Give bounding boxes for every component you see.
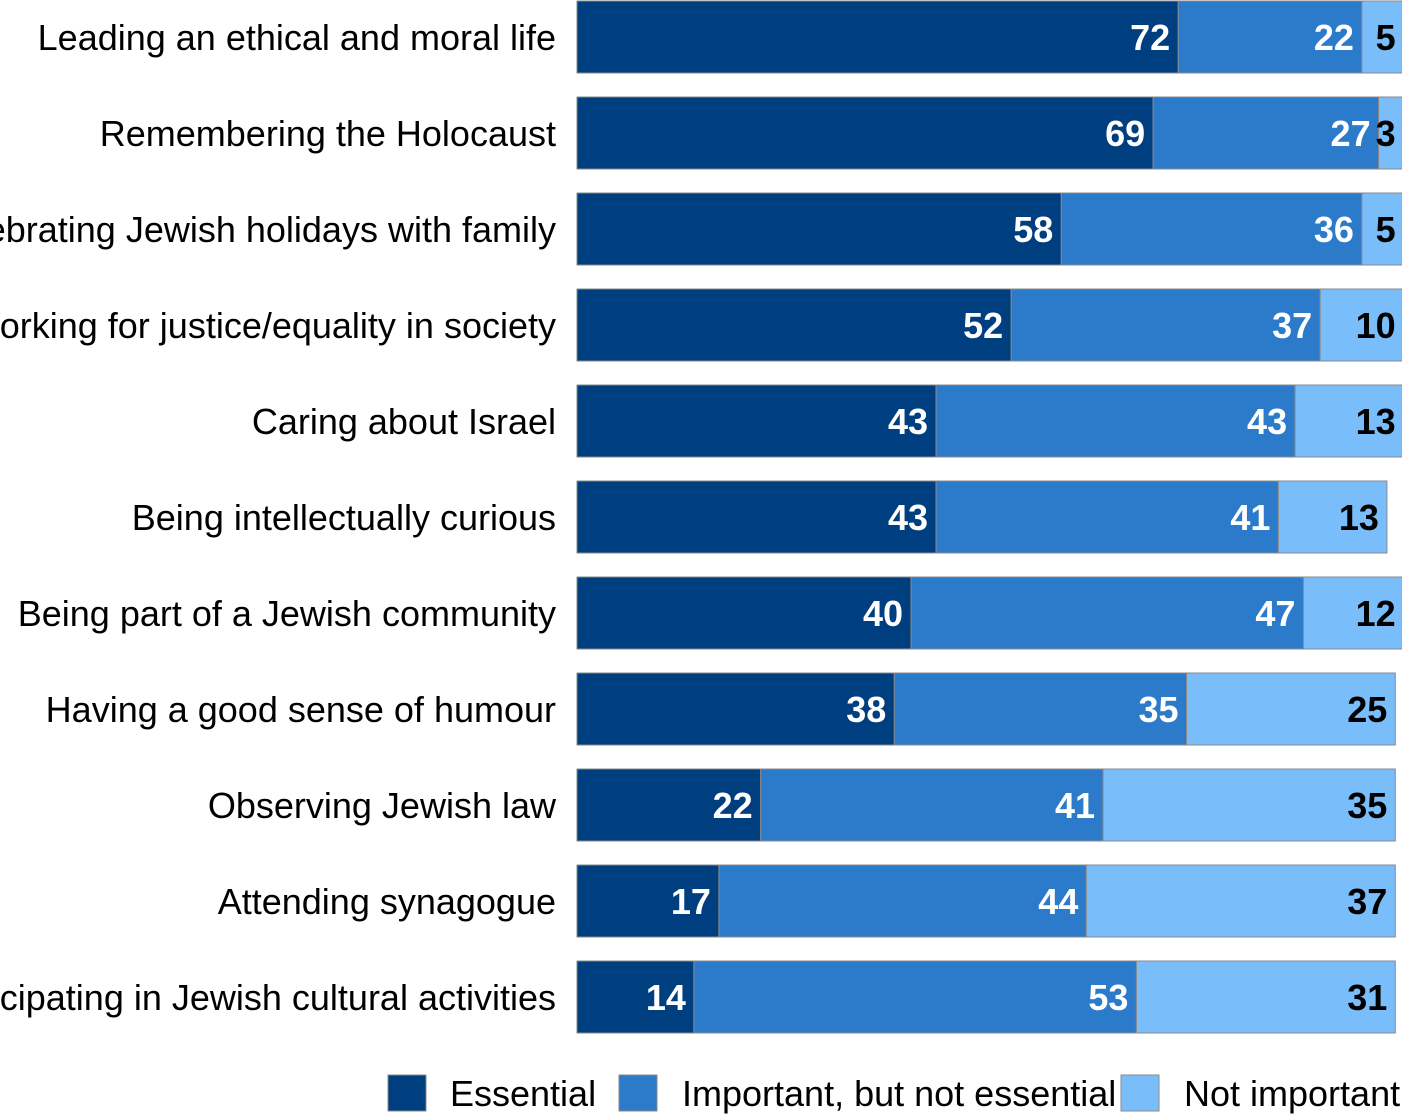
value-label-important-but-not-essential-participating-in-jewish-cultural-activities: 53 bbox=[1088, 977, 1128, 1018]
bar-not-important-caring-about-israel bbox=[1294, 384, 1402, 458]
value-label-important-but-not-essential-caring-about-israel: 43 bbox=[1247, 401, 1287, 442]
bar-essential-being-part-of-a-jewish-community bbox=[576, 576, 912, 650]
bar-essential-being-intellectually-curious bbox=[576, 480, 937, 554]
legend: Essential Important, but not essential Not… bbox=[387, 1073, 1400, 1114]
bar-not-important-participating-in-jewish-cultural-activities bbox=[1135, 960, 1396, 1034]
bar-not-important-celebrating-jewish-holidays-with-family bbox=[1361, 192, 1402, 266]
bar-essential-caring-about-israel bbox=[576, 384, 937, 458]
bar-essential-attending-synagogue bbox=[576, 864, 720, 938]
value-label-essential-working-for-justice-equality-in-society: 52 bbox=[963, 305, 1003, 346]
value-label-essential-being-part-of-a-jewish-community: 40 bbox=[863, 593, 903, 634]
value-label-important-but-not-essential-celebrating-jewish-holidays-with-family: 36 bbox=[1314, 209, 1354, 250]
bar-not-important-being-intellectually-curious bbox=[1277, 480, 1388, 554]
legend-label-important-but-not-essential: Important, but not essential bbox=[682, 1073, 1116, 1114]
value-label-important-but-not-essential-leading-an-ethical-and-moral-life: 22 bbox=[1314, 17, 1354, 58]
value-label-not-important-caring-about-israel: 13 bbox=[1356, 401, 1396, 442]
legend-swatch-essential bbox=[387, 1074, 427, 1112]
value-label-not-important-observing-jewish-law: 35 bbox=[1347, 785, 1387, 826]
value-label-essential-being-intellectually-curious: 43 bbox=[888, 497, 928, 538]
value-label-essential-celebrating-jewish-holidays-with-family: 58 bbox=[1013, 209, 1053, 250]
bar-not-important-having-a-good-sense-of-humour bbox=[1186, 672, 1396, 746]
value-label-not-important-being-intellectually-curious: 13 bbox=[1339, 497, 1379, 538]
value-label-not-important-attending-synagogue: 37 bbox=[1347, 881, 1387, 922]
bar-not-important-observing-jewish-law bbox=[1102, 768, 1396, 842]
bar-essential-observing-jewish-law bbox=[576, 768, 762, 842]
bar-not-important-attending-synagogue bbox=[1085, 864, 1396, 938]
value-label-important-but-not-essential-having-a-good-sense-of-humour: 35 bbox=[1139, 689, 1179, 730]
category-label-working-for-justice-equality-in-society: Working for justice/equality in society bbox=[0, 305, 556, 346]
bars bbox=[576, 0, 1402, 1034]
bar-important-but-not-essential-caring-about-israel bbox=[935, 384, 1296, 458]
bar-important-but-not-essential-participating-in-jewish-cultural-activities bbox=[693, 960, 1137, 1034]
bar-important-but-not-essential-having-a-good-sense-of-humour bbox=[893, 672, 1188, 746]
legend-label-not-important: Not important bbox=[1184, 1073, 1400, 1114]
bar-not-important-leading-an-ethical-and-moral-life bbox=[1361, 0, 1402, 74]
value-label-not-important-working-for-justice-equality-in-society: 10 bbox=[1356, 305, 1396, 346]
category-label-being-part-of-a-jewish-community: Being part of a Jewish community bbox=[18, 593, 556, 634]
value-label-important-but-not-essential-working-for-justice-equality-in-society: 37 bbox=[1272, 305, 1312, 346]
category-label-attending-synagogue: Attending synagogue bbox=[218, 881, 556, 922]
category-label-caring-about-israel: Caring about Israel bbox=[252, 401, 556, 442]
value-label-not-important-leading-an-ethical-and-moral-life: 5 bbox=[1376, 17, 1396, 58]
value-label-not-important-being-part-of-a-jewish-community: 12 bbox=[1356, 593, 1396, 634]
value-label-essential-participating-in-jewish-cultural-activities: 14 bbox=[646, 977, 686, 1018]
value-label-important-but-not-essential-attending-synagogue: 44 bbox=[1038, 881, 1078, 922]
category-label-having-a-good-sense-of-humour: Having a good sense of humour bbox=[46, 689, 556, 730]
legend-swatch-not-important bbox=[1120, 1074, 1160, 1112]
bar-essential-leading-an-ethical-and-moral-life bbox=[576, 0, 1179, 74]
value-label-essential-caring-about-israel: 43 bbox=[888, 401, 928, 442]
value-label-essential-remembering-the-holocaust: 69 bbox=[1105, 113, 1145, 154]
value-label-important-but-not-essential-remembering-the-holocaust: 27 bbox=[1331, 113, 1371, 154]
bar-important-but-not-essential-leading-an-ethical-and-moral-life bbox=[1177, 0, 1363, 74]
bar-important-but-not-essential-celebrating-jewish-holidays-with-family bbox=[1060, 192, 1363, 266]
value-label-essential-leading-an-ethical-and-moral-life: 72 bbox=[1130, 17, 1170, 58]
bar-important-but-not-essential-remembering-the-holocaust bbox=[1152, 96, 1380, 170]
value-label-not-important-celebrating-jewish-holidays-with-family: 5 bbox=[1376, 209, 1396, 250]
category-label-remembering-the-holocaust: Remembering the Holocaust bbox=[100, 113, 556, 154]
legend-label-essential: Essential bbox=[450, 1073, 596, 1114]
bar-important-but-not-essential-being-part-of-a-jewish-community bbox=[910, 576, 1304, 650]
category-label-leading-an-ethical-and-moral-life: Leading an ethical and moral life bbox=[38, 17, 556, 58]
category-label-participating-in-jewish-cultural-activities: Participating in Jewish cultural activit… bbox=[0, 977, 556, 1018]
value-label-essential-having-a-good-sense-of-humour: 38 bbox=[846, 689, 886, 730]
bar-important-but-not-essential-observing-jewish-law bbox=[760, 768, 1104, 842]
value-label-essential-observing-jewish-law: 22 bbox=[713, 785, 753, 826]
bar-essential-participating-in-jewish-cultural-activities bbox=[576, 960, 695, 1034]
bar-essential-remembering-the-holocaust bbox=[576, 96, 1154, 170]
bar-essential-working-for-justice-equality-in-society bbox=[576, 288, 1012, 362]
value-label-not-important-having-a-good-sense-of-humour: 25 bbox=[1347, 689, 1387, 730]
bar-essential-having-a-good-sense-of-humour bbox=[576, 672, 895, 746]
bar-essential-celebrating-jewish-holidays-with-family bbox=[576, 192, 1062, 266]
bar-not-important-being-part-of-a-jewish-community bbox=[1302, 576, 1402, 650]
value-label-essential-attending-synagogue: 17 bbox=[671, 881, 711, 922]
value-label-important-but-not-essential-observing-jewish-law: 41 bbox=[1055, 785, 1095, 826]
category-labels: Leading an ethical and moral life Remembe… bbox=[0, 17, 557, 1018]
category-label-observing-jewish-law: Observing Jewish law bbox=[208, 785, 557, 826]
bar-important-but-not-essential-working-for-justice-equality-in-society bbox=[1010, 288, 1321, 362]
legend-swatch-important-but-not-essential bbox=[618, 1074, 658, 1112]
category-label-being-intellectually-curious: Being intellectually curious bbox=[132, 497, 556, 538]
value-label-important-but-not-essential-being-intellectually-curious: 41 bbox=[1230, 497, 1270, 538]
category-label-celebrating-jewish-holidays-with-family: Celebrating Jewish holidays with family bbox=[0, 209, 556, 250]
value-label-not-important-remembering-the-holocaust: 3 bbox=[1376, 113, 1396, 154]
value-label-not-important-participating-in-jewish-cultural-activities: 31 bbox=[1347, 977, 1387, 1018]
bar-important-but-not-essential-being-intellectually-curious bbox=[935, 480, 1279, 554]
bar-important-but-not-essential-attending-synagogue bbox=[718, 864, 1087, 938]
bar-not-important-remembering-the-holocaust bbox=[1378, 96, 1402, 170]
bar-not-important-working-for-justice-equality-in-society bbox=[1319, 288, 1402, 362]
value-labels: 72 22 5 69 27 3 58 36 5 52 37 10 43 43 13 43 41 13 40 47 12 3… bbox=[646, 17, 1396, 1018]
value-label-important-but-not-essential-being-part-of-a-jewish-community: 47 bbox=[1255, 593, 1295, 634]
